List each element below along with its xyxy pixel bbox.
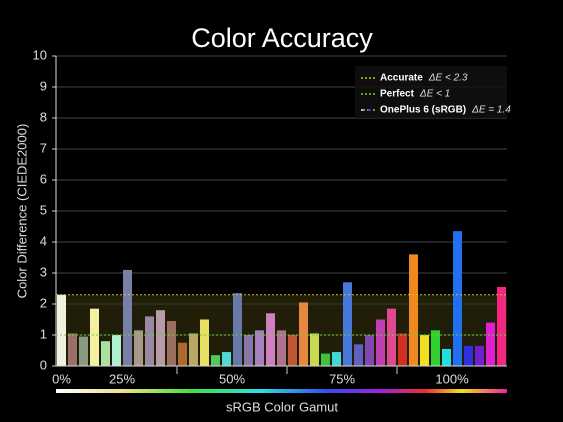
bar (497, 286, 506, 366)
bar (178, 342, 187, 366)
y-tick-label: 3 (40, 264, 47, 279)
bar (156, 310, 165, 366)
bar (343, 282, 352, 366)
legend-box (355, 66, 507, 118)
bar (387, 308, 396, 366)
y-tick-label: 1 (40, 326, 47, 341)
bar (310, 333, 319, 366)
x-axis-label: sRGB Color Gamut (226, 399, 338, 414)
bar (255, 330, 264, 366)
x-tick-label: 25% (109, 371, 135, 386)
bar (112, 335, 121, 366)
y-tick-label: 8 (40, 109, 47, 124)
legend-label: OnePlus 6 (sRGB) (380, 105, 466, 116)
x-tick-label: 100% (435, 371, 469, 386)
bar (398, 333, 407, 366)
x-tick-label: 50% (219, 371, 245, 386)
gamut-strip (56, 389, 507, 393)
y-tick-label: 9 (40, 78, 47, 93)
bar (189, 333, 198, 366)
bar (486, 322, 495, 366)
legend-note: ΔE < 1 (419, 89, 450, 100)
bar (145, 316, 154, 366)
bar (57, 294, 66, 366)
bar (68, 333, 77, 366)
legend-note: ΔE = 1.4 (471, 105, 511, 116)
bar (321, 353, 330, 366)
bar (233, 293, 242, 366)
y-tick-label: 10 (33, 47, 47, 62)
bar (277, 330, 286, 366)
bar (123, 269, 132, 366)
bar (420, 335, 429, 366)
bar (90, 308, 99, 366)
bar (475, 345, 484, 366)
bar (222, 352, 231, 366)
bar (365, 335, 374, 366)
x-tick-label: 75% (329, 371, 355, 386)
y-tick-label: 7 (40, 140, 47, 155)
bar (101, 341, 110, 366)
y-tick-label: 0 (40, 357, 47, 372)
bar (431, 330, 440, 366)
bar (409, 254, 418, 366)
y-tick-label: 2 (40, 295, 47, 310)
bar (376, 319, 385, 366)
y-tick-label: 4 (40, 233, 47, 248)
chart-title: Color Accuracy (191, 23, 373, 53)
bar (464, 345, 473, 366)
bar (299, 302, 308, 366)
bar (453, 231, 462, 366)
bar (332, 352, 341, 366)
y-tick-label: 6 (40, 171, 47, 186)
y-tick-label: 5 (40, 202, 47, 217)
legend-note: ΔE < 2.3 (428, 73, 468, 84)
bar (200, 319, 209, 366)
bar (266, 313, 275, 366)
bar (244, 335, 253, 366)
x-tick-label: 0% (52, 371, 71, 386)
bar (354, 344, 363, 366)
bar (79, 336, 88, 366)
bar (167, 321, 176, 366)
legend-label: Accurate (380, 73, 423, 84)
bar (134, 330, 143, 366)
bar (211, 355, 220, 366)
legend-label: Perfect (380, 89, 415, 100)
bar (442, 348, 451, 366)
y-axis-label: Color Difference (CIEDE2000) (14, 124, 29, 299)
bar (288, 335, 297, 366)
